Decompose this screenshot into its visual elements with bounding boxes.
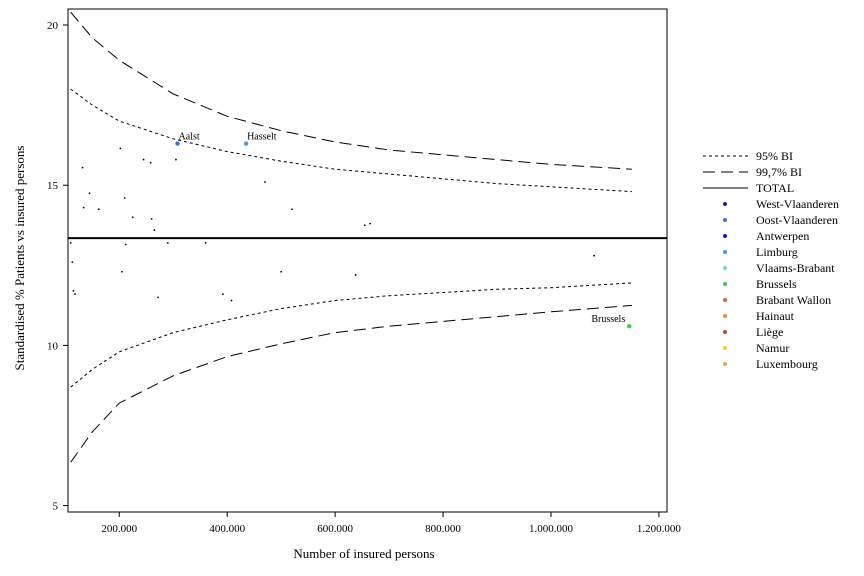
- data-point: [131, 216, 134, 219]
- legend-province-label: Brabant Wallon: [756, 293, 831, 307]
- data-point: [204, 241, 207, 244]
- data-point: [149, 161, 152, 164]
- y-tick-label: 15: [47, 180, 59, 192]
- legend-marker: [723, 282, 727, 286]
- legend-marker: [723, 250, 727, 254]
- data-point: [166, 241, 169, 244]
- legend: 95% BI 99,7% BI TOTAL West-Vlaanderen Oost-V…: [703, 149, 839, 371]
- x-tick-label: 600.000: [317, 523, 353, 535]
- data-point: [175, 141, 180, 146]
- data-point: [81, 166, 84, 169]
- x-axis-label: Number of insured persons: [293, 546, 434, 561]
- legend-marker: [723, 266, 727, 270]
- data-point: [124, 243, 127, 246]
- point-label: Brussels: [591, 314, 625, 325]
- data-point: [264, 181, 266, 183]
- data-point: [142, 158, 145, 161]
- data-point: [119, 147, 122, 150]
- legend-province-label: Antwerpen: [756, 229, 809, 243]
- data-point: [82, 206, 85, 209]
- data-point: [97, 208, 100, 211]
- data-point: [123, 197, 126, 199]
- x-tick-label: 200.000: [101, 523, 137, 535]
- legend-marker: [723, 234, 727, 238]
- axes: 200.000 400.000 600.000 800.000 1.000.000 1.2…: [47, 8, 682, 535]
- data-point: [74, 293, 76, 296]
- ci95-upper-line: [70, 88, 632, 193]
- x-tick-label: 1.000.000: [529, 523, 574, 535]
- legend-province-label: Oost-Vlaanderen: [756, 213, 838, 227]
- x-tick-label: 800.000: [425, 523, 461, 535]
- data-point: [363, 224, 366, 227]
- data-point: [71, 261, 74, 264]
- data-point: [69, 241, 72, 244]
- x-tick-label: 1.200.000: [637, 523, 682, 535]
- ci95-lower-line: [70, 282, 632, 388]
- data-point: [150, 217, 153, 220]
- legend-line-label: 95% BI: [756, 149, 793, 163]
- point-label: Hasselt: [247, 132, 277, 143]
- legend-province-label: Namur: [756, 341, 789, 355]
- legend-marker: [723, 362, 727, 366]
- legend-province-label: Luxembourg: [756, 357, 818, 371]
- legend-province-label: West-Vlaanderen: [756, 197, 839, 211]
- data-point: [121, 270, 123, 273]
- data-point: [88, 192, 91, 195]
- point-label: Aalst: [179, 132, 200, 143]
- y-axis-label: Standardised % Patients vs insured perso…: [12, 146, 27, 371]
- data-point: [175, 158, 177, 161]
- y-tick-label: 10: [47, 340, 59, 352]
- ci997-upper-line: [70, 11, 632, 170]
- data-point: [593, 254, 596, 257]
- legend-line-label: 99,7% BI: [756, 165, 802, 179]
- y-tick-label: 20: [47, 20, 59, 32]
- data-point: [221, 293, 224, 296]
- legend-marker: [723, 346, 727, 350]
- data-point: [291, 208, 293, 211]
- data-point: [157, 296, 160, 299]
- data-point: [354, 274, 357, 276]
- data-point: [230, 299, 233, 302]
- data-point: [369, 222, 372, 225]
- legend-marker: [723, 330, 727, 334]
- legend-marker: [723, 298, 727, 302]
- legend-province-label: Liège: [756, 325, 783, 339]
- legend-marker: [723, 202, 727, 206]
- ci997-lower-line: [70, 304, 632, 463]
- data-point: [280, 270, 283, 273]
- legend-province-label: Vlaams-Brabant: [756, 261, 835, 275]
- legend-line-label: TOTAL: [756, 181, 794, 195]
- legend-marker: [723, 314, 727, 318]
- data-point: [153, 229, 156, 231]
- plot-area: Aalst Hasselt Brussels: [68, 11, 667, 463]
- legend-province-label: Limburg: [756, 245, 798, 259]
- data-point: [72, 290, 75, 292]
- x-tick-label: 400.000: [209, 523, 245, 535]
- data-point: [627, 323, 632, 329]
- legend-marker: [723, 218, 727, 222]
- plot-frame: [67, 8, 668, 513]
- legend-province-label: Brussels: [756, 277, 797, 291]
- data-point: [243, 141, 249, 146]
- y-tick-label: 5: [53, 501, 59, 513]
- legend-province-label: Hainaut: [756, 309, 795, 323]
